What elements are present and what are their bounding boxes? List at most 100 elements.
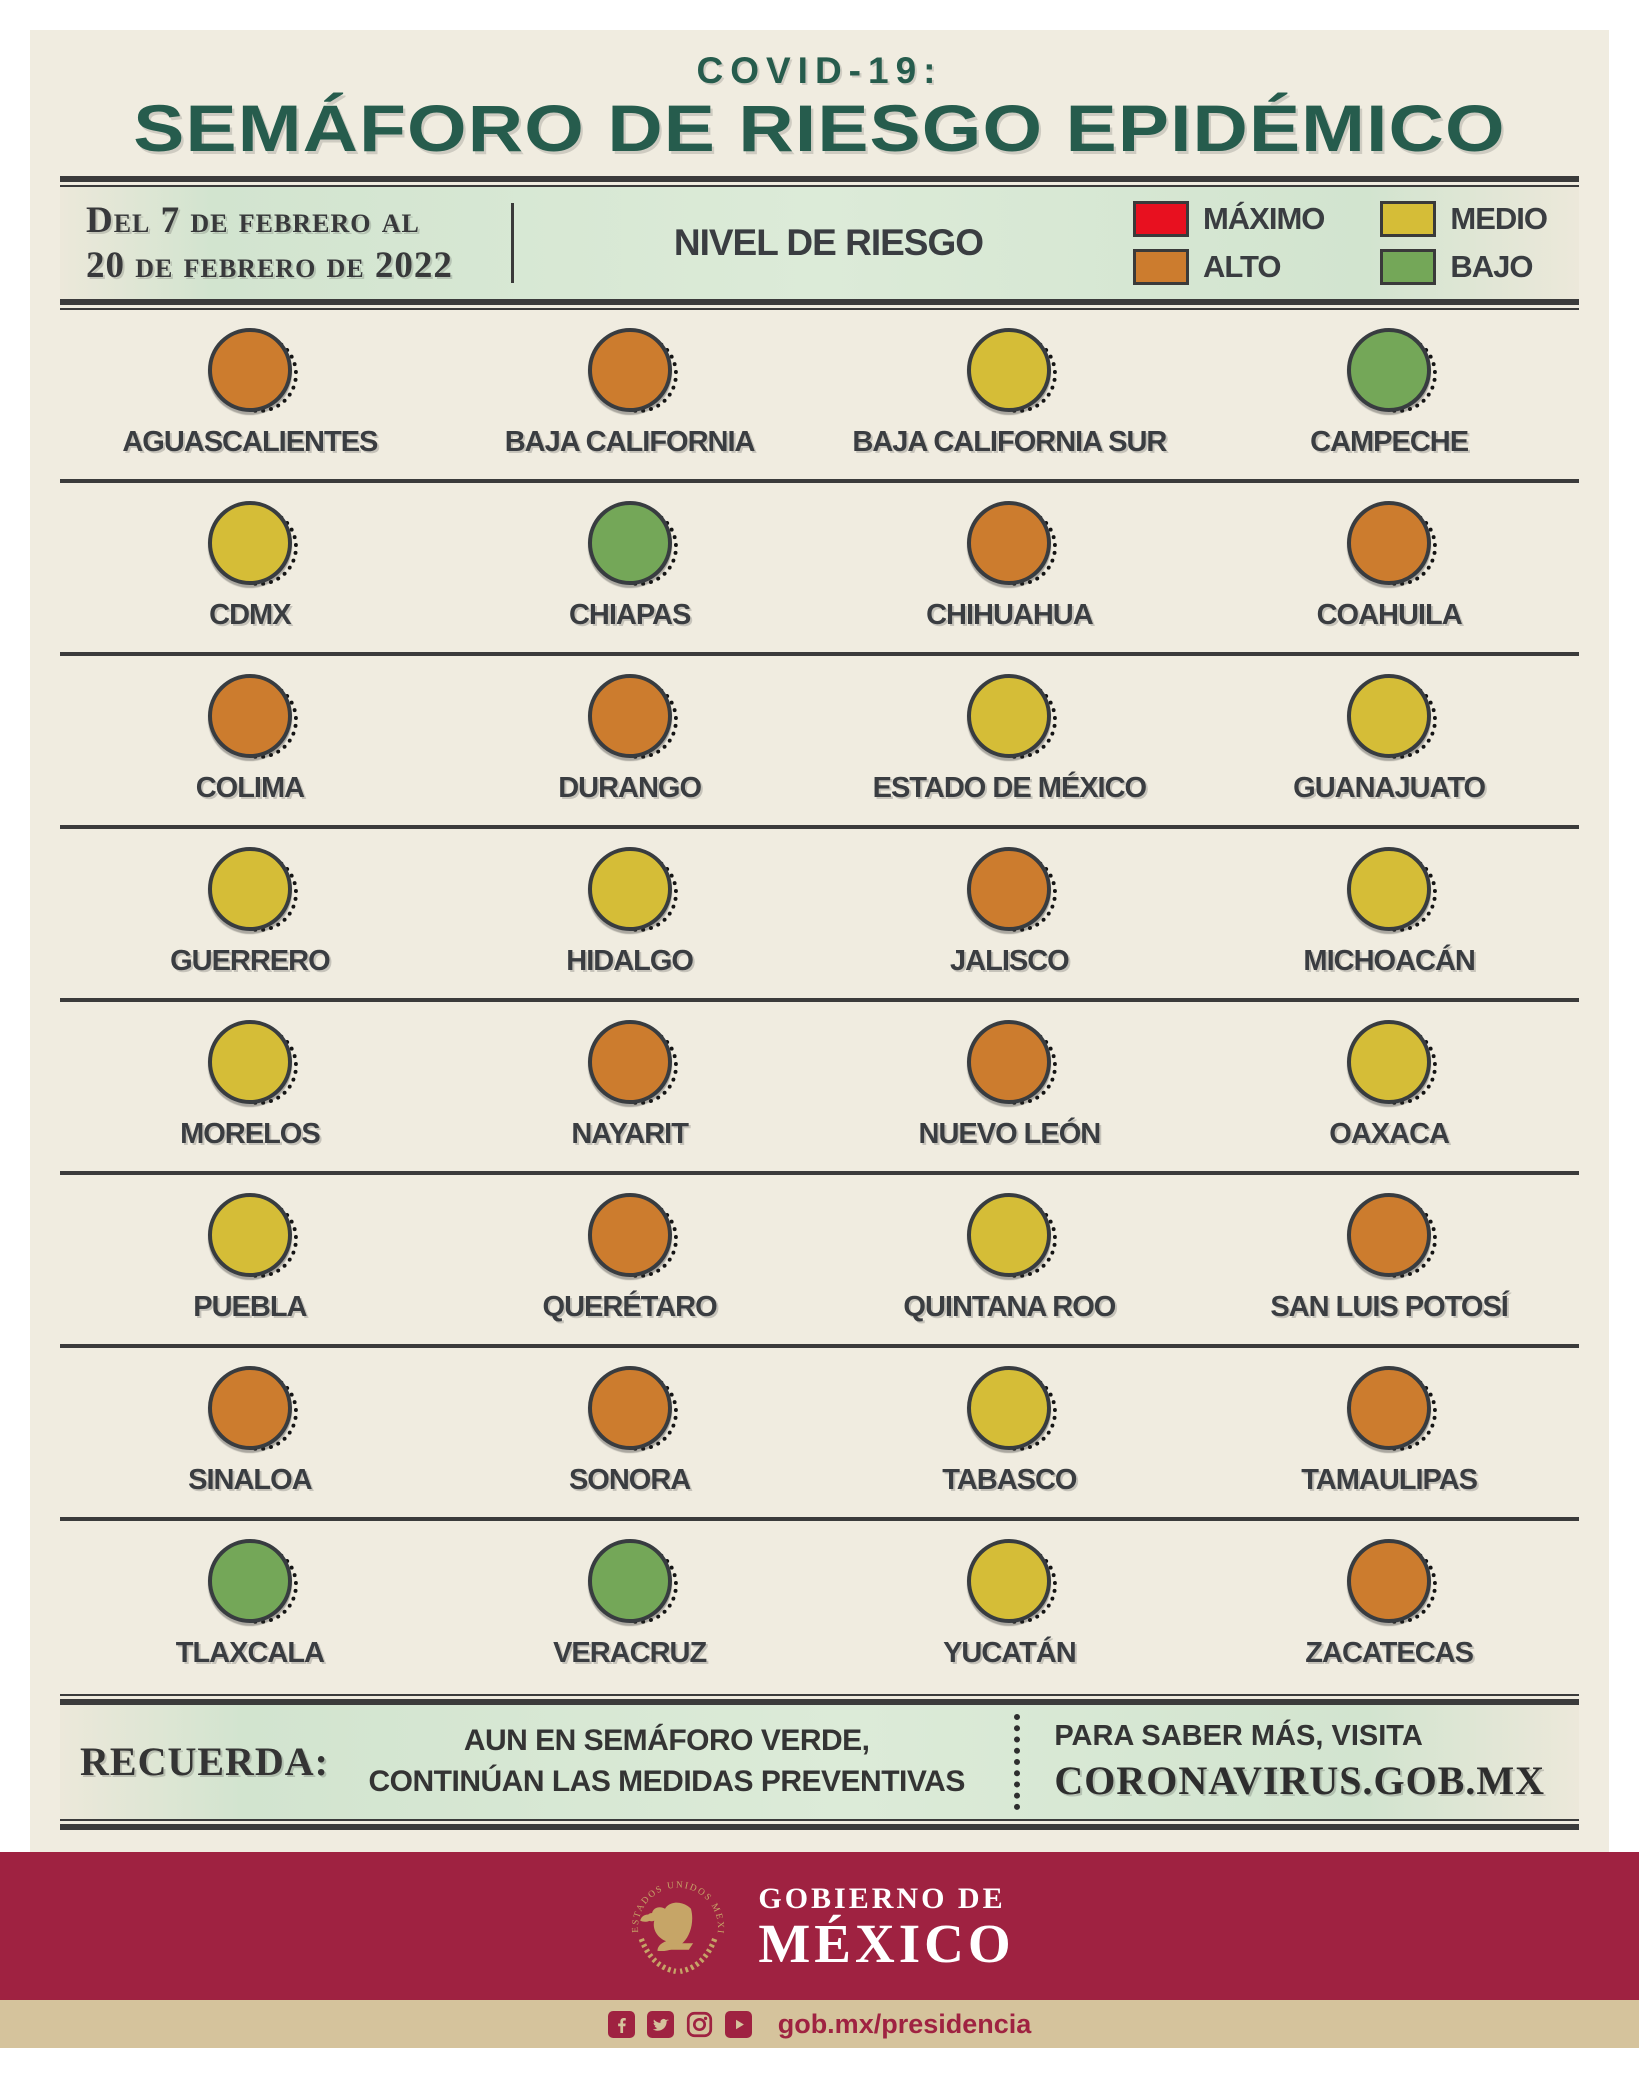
risk-circle: [967, 673, 1052, 758]
state-label: GUERRERO: [170, 944, 331, 977]
risk-indicator-alto: [587, 1019, 678, 1105]
period-text: Del 7 de febrero al 20 de febrero de 202…: [86, 198, 453, 288]
risk-circle: [587, 673, 672, 758]
states-grid: AGUASCALIENTES BAJA CALIFORNIA BAJA CALI…: [60, 310, 1579, 1694]
state-label: CAMPECHE: [1310, 425, 1469, 458]
state-cell: COAHUILA: [1199, 500, 1579, 652]
risk-circle: [967, 1365, 1052, 1450]
state-cell: SONORA: [440, 1365, 820, 1517]
period-line2: 20 de febrero de 2022: [86, 244, 453, 286]
state-cell: DURANGO: [440, 673, 820, 825]
brand-line1: GOBIERNO DE: [758, 1881, 1006, 1915]
risk-circle: [207, 327, 292, 412]
instagram-icon[interactable]: [686, 2011, 713, 2038]
state-cell: GUERRERO: [60, 846, 440, 998]
legend-title: NIVEL DE RIESGO: [673, 221, 984, 263]
risk-circle: [1347, 1192, 1432, 1277]
state-label: GUANAJUATO: [1293, 771, 1486, 804]
state-label: CHIHUAHUA: [926, 598, 1094, 631]
reminder-band: RECUERDA: AUN EN SEMÁFORO VERDE, CONTINÚ…: [60, 1704, 1579, 1819]
state-cell: PUEBLA: [60, 1192, 440, 1344]
risk-indicator-medio: [967, 327, 1058, 413]
state-cell: CHIHUAHUA: [820, 500, 1200, 652]
state-label: YUCATÁN: [943, 1636, 1077, 1669]
risk-indicator-bajo: [207, 1538, 298, 1624]
risk-circle: [587, 1019, 672, 1104]
reminder-label: RECUERDA:: [80, 1739, 329, 1785]
risk-circle: [1347, 500, 1432, 585]
risk-indicator-alto: [587, 327, 678, 413]
state-cell: BAJA CALIFORNIA SUR: [820, 327, 1200, 479]
legend-label: MEDIO: [1450, 200, 1548, 236]
risk-indicator-alto: [207, 673, 298, 759]
state-cell: COLIMA: [60, 673, 440, 825]
reminder-message-line2: CONTINÚAN LAS MEDIDAS PREVENTIVAS: [368, 1764, 966, 1798]
state-label: CDMX: [209, 598, 291, 631]
state-cell: MORELOS: [60, 1019, 440, 1171]
risk-circle: [207, 1192, 292, 1277]
state-cell: JALISCO: [820, 846, 1200, 998]
state-cell: SINALOA: [60, 1365, 440, 1517]
state-label: BAJA CALIFORNIA SUR: [852, 425, 1167, 458]
risk-indicator-alto: [587, 673, 678, 759]
risk-circle: [207, 1019, 292, 1104]
state-cell: SAN LUIS POTOSÍ: [1199, 1192, 1579, 1344]
state-label: TAMAULIPAS: [1301, 1463, 1478, 1496]
state-cell: QUERÉTARO: [440, 1192, 820, 1344]
government-footer: ESTADOS UNIDOS MEXICANOS GOBIERNO DE MÉX…: [0, 1852, 1639, 2000]
legend-label: BAJO: [1450, 248, 1533, 284]
state-cell: AGUASCALIENTES: [60, 327, 440, 479]
social-bar: gob.mx/presidencia: [0, 2000, 1639, 2048]
state-cell: YUCATÁN: [820, 1538, 1200, 1694]
state-cell: GUANAJUATO: [1199, 673, 1579, 825]
risk-circle: [1347, 1538, 1432, 1623]
legend-item: BAJO: [1380, 248, 1547, 285]
cta-url[interactable]: CORONAVIRUS.GOB.MX: [1054, 1757, 1545, 1803]
risk-circle: [207, 846, 292, 931]
divider-double-bottom: [60, 1818, 1579, 1830]
cta-line1: PARA SABER MÁS, VISITA: [1054, 1719, 1423, 1752]
risk-indicator-alto: [967, 500, 1058, 586]
risk-indicator-medio: [967, 1192, 1058, 1278]
state-cell: ESTADO DE MÉXICO: [820, 673, 1200, 825]
state-cell: ZACATECAS: [1199, 1538, 1579, 1694]
header: COVID-19: SEMÁFORO DE RIESGO EPIDÉMICO: [30, 30, 1609, 166]
legend-swatch-maximo: [1132, 200, 1189, 237]
legend-label: ALTO: [1202, 248, 1282, 284]
twitter-icon[interactable]: [646, 2010, 674, 2038]
government-brand: GOBIERNO DE MÉXICO: [758, 1882, 1014, 1971]
risk-indicator-alto: [967, 1019, 1058, 1105]
risk-indicator-medio: [967, 1538, 1058, 1624]
risk-indicator-bajo: [587, 1538, 678, 1624]
risk-circle: [967, 1019, 1052, 1104]
risk-indicator-alto: [967, 846, 1058, 932]
risk-circle: [967, 1538, 1052, 1623]
mexico-coat-of-arms-icon: ESTADOS UNIDOS MEXICANOS: [624, 1872, 724, 1975]
state-label: MICHOACÁN: [1303, 944, 1475, 977]
reminder-cta: PARA SABER MÁS, VISITA CORONAVIRUS.GOB.M…: [1054, 1720, 1559, 1804]
legend-label: MÁXIMO: [1202, 200, 1325, 236]
risk-circle: [967, 327, 1052, 412]
state-label: ZACATECAS: [1305, 1636, 1474, 1669]
state-label: HIDALGO: [566, 944, 694, 977]
risk-indicator-medio: [207, 500, 298, 586]
risk-indicator-medio: [207, 1019, 298, 1105]
state-label: CHIAPAS: [568, 598, 691, 631]
state-label: BAJA CALIFORNIA: [504, 425, 756, 458]
state-label: QUERÉTARO: [542, 1290, 718, 1323]
risk-indicator-medio: [1347, 673, 1438, 759]
state-row: SINALOA SONORA TABASCO TAMAULIPAS: [60, 1348, 1579, 1521]
state-label: SINALOA: [188, 1463, 312, 1496]
footer-url[interactable]: gob.mx/presidencia: [777, 2008, 1032, 2039]
state-label: VERACRUZ: [553, 1636, 707, 1669]
youtube-icon[interactable]: [724, 2010, 752, 2038]
divider-double-top: [60, 175, 1579, 187]
risk-circle: [207, 1365, 292, 1450]
state-cell: NAYARIT: [440, 1019, 820, 1171]
risk-indicator-medio: [587, 846, 678, 932]
state-label: TLAXCALA: [175, 1636, 325, 1669]
risk-circle: [587, 500, 672, 585]
reminder-message-line1: AUN EN SEMÁFORO VERDE,: [463, 1724, 870, 1758]
legend-grid: MÁXIMO ALTO MEDIO BAJO: [1132, 200, 1548, 285]
facebook-icon[interactable]: [607, 2010, 635, 2038]
